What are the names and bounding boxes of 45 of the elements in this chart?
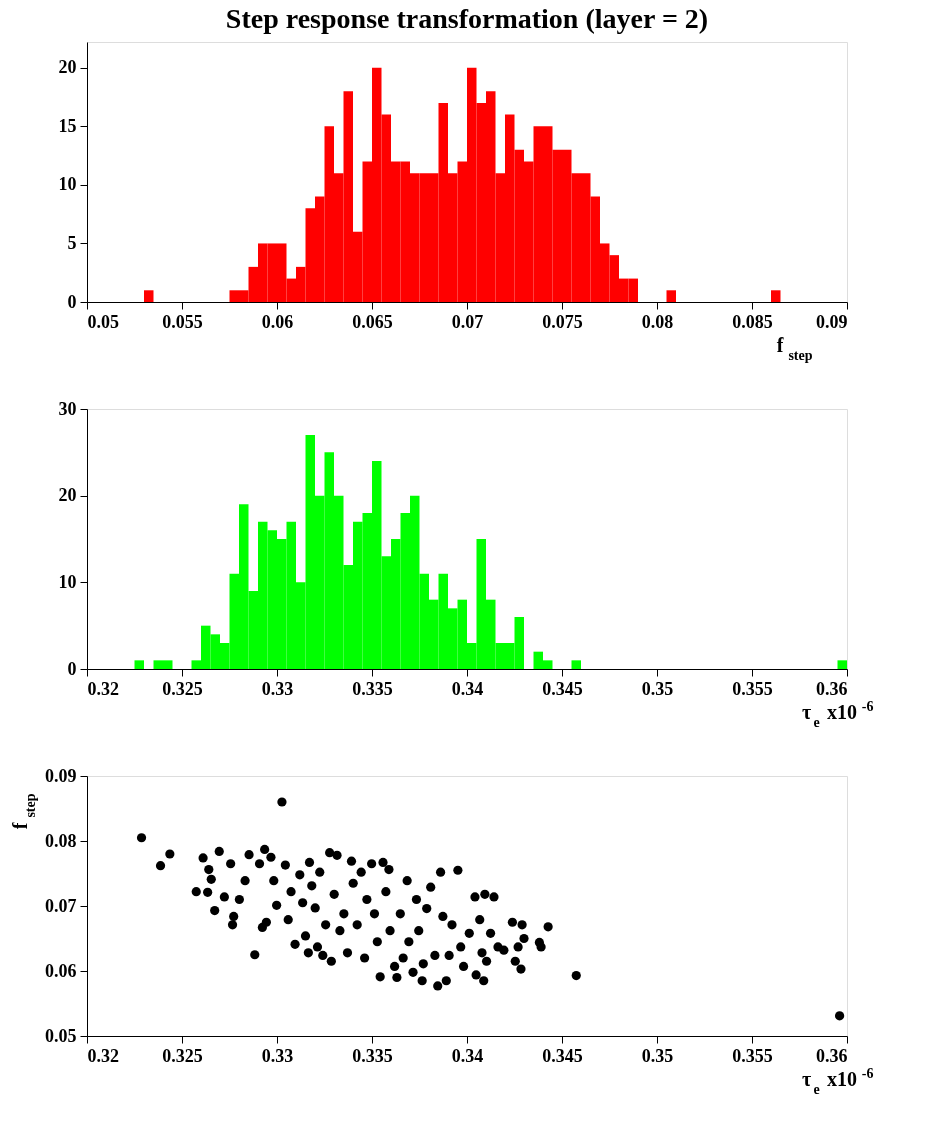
x-tick-label: 0.34	[451, 1045, 484, 1066]
x-tick-label: 0.35	[641, 678, 674, 699]
text: x10-6	[827, 1066, 874, 1090]
x-tick-label: 0.355	[732, 678, 773, 699]
x-tick-label: 0.345	[542, 1045, 583, 1066]
x-tick-label: 0.065	[352, 311, 393, 332]
x-tick-label: 0.075	[542, 311, 583, 332]
x-tick-label: 0.32	[87, 678, 119, 699]
x-tick-label: 0.34	[451, 678, 484, 699]
x-tick-label: 0.06	[261, 311, 294, 332]
x-tick-label: 0.345	[542, 678, 583, 699]
x-tick-label: 0.08	[641, 311, 674, 332]
x-tick-label: 0.33	[261, 1045, 294, 1066]
x-tick-label: 0.35	[641, 1045, 674, 1066]
y-tick-label: 0	[67, 291, 77, 312]
y-tick-label: 30	[58, 398, 77, 419]
chart-title: Step response transformation (layer = 2)	[225, 3, 709, 34]
x-tick-label: 0.09	[816, 311, 848, 332]
x-tick-label: 0.32	[87, 1045, 119, 1066]
y-tick-label: 0.08	[45, 830, 77, 851]
x-tick-label: 0.36	[816, 678, 848, 699]
y-tick-label: 10	[58, 571, 77, 592]
y-tick-label: 20	[58, 485, 77, 506]
y-tick-label: 0.09	[45, 765, 77, 786]
y-tick-label: 5	[67, 232, 77, 253]
y-tick-label: 0	[67, 658, 77, 679]
text: x10-6	[827, 699, 874, 723]
x-tick-label: 0.05	[87, 311, 119, 332]
x-tick-label: 0.085	[732, 311, 773, 332]
y-tick-label: 15	[58, 115, 77, 136]
x-tick-label: 0.055	[162, 311, 203, 332]
x-tick-label: 0.33	[261, 678, 294, 699]
x-tick-label: 0.355	[732, 1045, 773, 1066]
y-tick-label: 0.06	[45, 960, 77, 981]
y-tick-label: 0.07	[45, 895, 77, 916]
x-tick-label: 0.325	[162, 678, 203, 699]
y-tick-label: 10	[58, 174, 77, 195]
x-tick-label: 0.325	[162, 1045, 203, 1066]
x-tick-label: 0.07	[451, 311, 484, 332]
x-tick-label: 0.335	[352, 1045, 393, 1066]
x-tick-label: 0.36	[816, 1045, 848, 1066]
y-tick-label: 0.05	[45, 1025, 77, 1046]
x-tick-label: 0.335	[352, 678, 393, 699]
y-tick-label: 20	[58, 57, 77, 78]
y-axis-title: fstep	[9, 793, 38, 830]
